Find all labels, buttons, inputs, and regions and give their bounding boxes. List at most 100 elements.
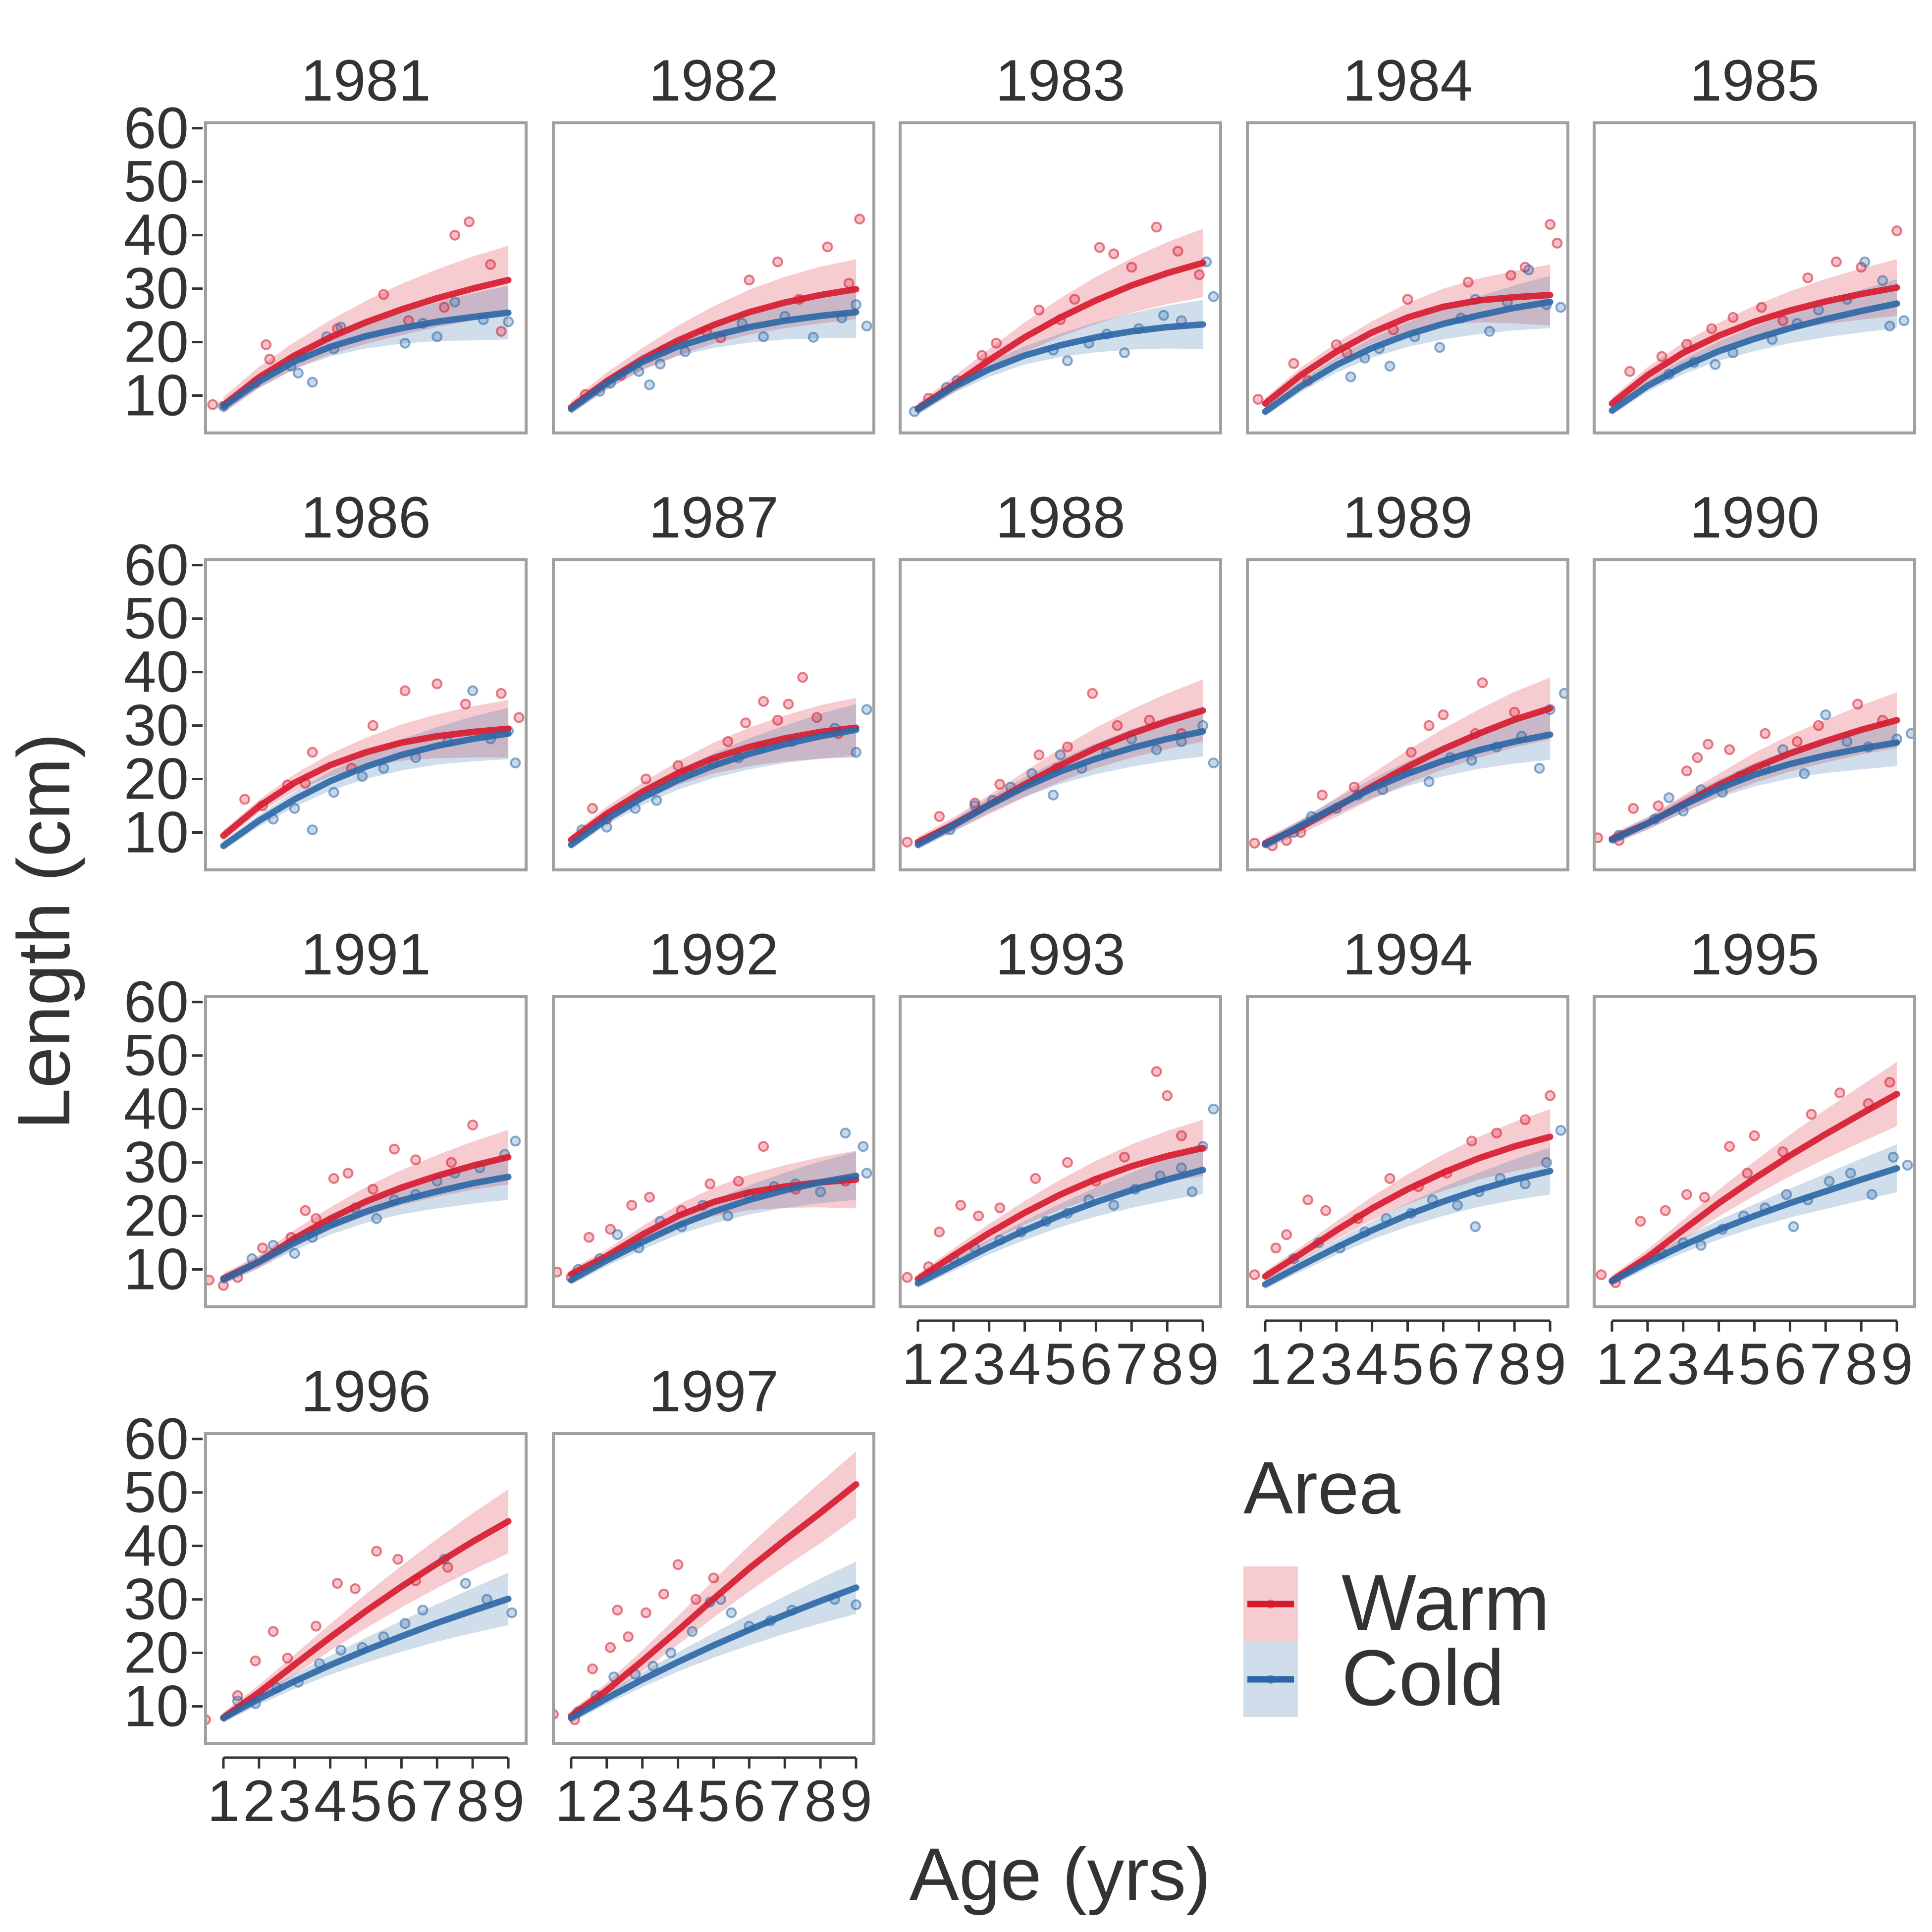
- panel-1983: 1983: [899, 48, 1222, 434]
- point-warm: [392, 1554, 404, 1565]
- point-warm: [822, 241, 833, 253]
- x-tick-label: 3: [278, 1769, 311, 1834]
- panel-border: [204, 1432, 528, 1745]
- point-cold: [1898, 315, 1910, 326]
- point-warm: [583, 1232, 594, 1243]
- panel-plot-area: [902, 679, 1219, 850]
- fit-line-warm: [220, 1518, 512, 1721]
- y-tick-label: 40: [124, 1513, 189, 1579]
- point-warm: [1249, 1269, 1260, 1281]
- fit-line-cold: [914, 321, 1206, 413]
- point-cold: [861, 321, 872, 332]
- ribbon-warm: [1265, 1109, 1551, 1282]
- panel-border: [204, 121, 528, 434]
- panel-1985: 1985: [1593, 48, 1916, 434]
- point-cold: [371, 1213, 382, 1224]
- point-warm: [1320, 1205, 1332, 1216]
- point-warm: [268, 1626, 279, 1637]
- point-cold: [1824, 1176, 1835, 1187]
- point-warm: [934, 1226, 945, 1237]
- x-tick-label: 5: [350, 1769, 382, 1834]
- x-tick-label: 8: [1498, 1332, 1531, 1397]
- x-tick-label: 8: [1151, 1332, 1183, 1397]
- point-cold: [1781, 1189, 1792, 1200]
- x-tick-label: 1: [1596, 1332, 1628, 1397]
- point-warm: [690, 1594, 701, 1605]
- ribbon-warm: [571, 1451, 857, 1721]
- point-warm: [1806, 1109, 1817, 1120]
- x-tick-label: 1: [207, 1769, 240, 1834]
- point-warm: [1760, 728, 1771, 739]
- point-warm: [1176, 1130, 1187, 1141]
- fit-line-cold: [568, 1584, 859, 1721]
- y-tick-label: 30: [124, 693, 189, 758]
- point-cold: [328, 787, 339, 798]
- legend-entry-cold: Cold: [1243, 1633, 1504, 1722]
- point-warm: [797, 672, 808, 683]
- point-cold: [680, 346, 691, 357]
- panel-1987: 1987: [552, 485, 875, 871]
- fit-line-warm: [1262, 1133, 1554, 1280]
- point-cold: [307, 376, 318, 388]
- point-warm: [310, 1620, 322, 1632]
- point-warm: [207, 399, 218, 410]
- y-tick-label: 40: [124, 203, 189, 268]
- point-warm: [399, 685, 411, 697]
- point-warm: [1724, 1141, 1735, 1152]
- point-cold: [840, 1127, 851, 1139]
- point-warm: [587, 1663, 598, 1674]
- panel-plot-area: [553, 1127, 872, 1285]
- panel-plot-area: [902, 1066, 1219, 1288]
- point-warm: [605, 1642, 616, 1653]
- panel-title: 1992: [648, 922, 779, 987]
- point-warm: [300, 1205, 311, 1216]
- fit-line-cold: [220, 1596, 512, 1721]
- point-warm: [587, 803, 598, 814]
- fit-line-warm: [220, 725, 512, 839]
- point-cold: [1158, 310, 1169, 321]
- point-warm: [704, 1178, 716, 1189]
- point-cold: [1208, 1103, 1219, 1115]
- ribbon-cold: [1611, 719, 1897, 845]
- point-warm: [1402, 294, 1413, 305]
- panel-plot-area: [909, 221, 1219, 417]
- point-cold: [1555, 1125, 1566, 1136]
- ribbon-cold: [223, 286, 509, 412]
- point-warm: [371, 1546, 382, 1557]
- point-warm: [460, 698, 471, 710]
- fit-line-warm: [1609, 284, 1900, 407]
- ribbon-cold: [223, 1154, 509, 1285]
- point-warm: [1112, 720, 1123, 731]
- point-warm: [1405, 747, 1417, 758]
- legend-key-point: [1266, 1675, 1275, 1684]
- point-warm: [1249, 838, 1260, 849]
- point-warm: [1545, 1090, 1556, 1101]
- point-cold: [1176, 1162, 1187, 1174]
- point-warm: [349, 1583, 361, 1594]
- point-cold: [807, 331, 819, 343]
- point-cold: [1151, 744, 1162, 755]
- point-cold: [861, 1168, 872, 1179]
- point-warm: [708, 1572, 719, 1584]
- x-axis-title: Age (yrs): [910, 1832, 1211, 1916]
- point-cold: [687, 1626, 698, 1637]
- point-warm: [658, 1588, 669, 1600]
- point-warm: [1624, 366, 1635, 377]
- fit-line-warm: [1262, 292, 1554, 407]
- point-warm: [307, 747, 318, 758]
- point-cold: [357, 771, 368, 782]
- point-warm: [261, 339, 272, 350]
- panel-1993: 1993 1 2 3 4 5 6 7 8 9: [899, 922, 1222, 1397]
- ribbon-cold: [1265, 275, 1551, 417]
- panel-plot-area: [220, 678, 525, 851]
- point-warm: [495, 688, 507, 699]
- fit-line-cold: [1262, 1168, 1554, 1288]
- panel-border: [552, 1432, 875, 1745]
- point-warm: [342, 1168, 354, 1179]
- point-cold: [1048, 789, 1059, 801]
- panel-title: 1985: [1689, 48, 1820, 113]
